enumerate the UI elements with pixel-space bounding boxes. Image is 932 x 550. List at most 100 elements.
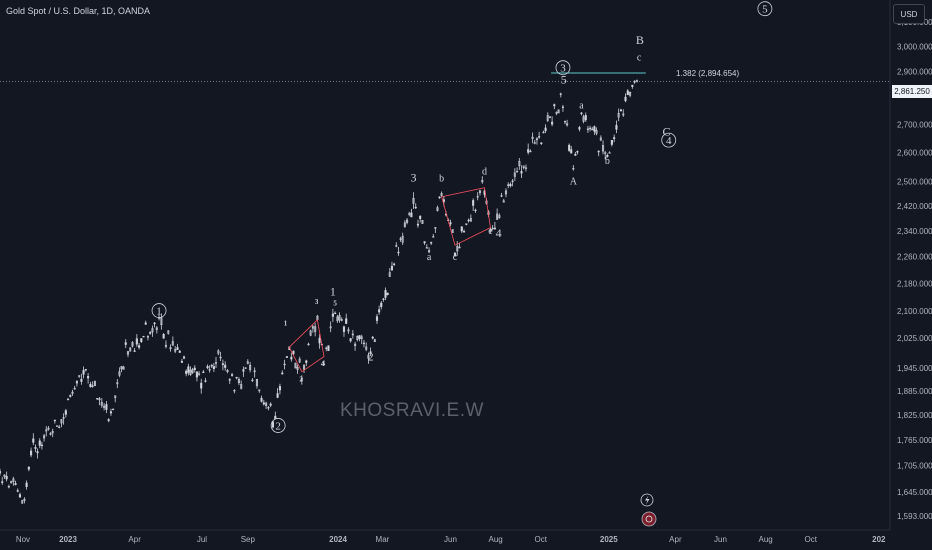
candle-body [67, 398, 70, 401]
candle-body [540, 142, 543, 144]
wave-label: a [579, 100, 584, 111]
candle-body [206, 366, 209, 369]
candle-body [129, 347, 132, 352]
wave-label-circle [757, 1, 773, 17]
candle-body [62, 417, 65, 419]
candle-body [151, 328, 154, 333]
candle-body [224, 364, 227, 368]
candle-body [23, 498, 26, 501]
candle-body [38, 440, 41, 446]
candle-body [511, 180, 514, 182]
candle-body [169, 347, 172, 350]
candle-body [481, 179, 484, 183]
candle-body [397, 251, 400, 254]
wave-label: A [570, 177, 578, 188]
candle-body [412, 197, 415, 204]
candle-body [214, 362, 218, 364]
candle-body [285, 356, 288, 358]
date-tick-label: Apr [669, 535, 682, 544]
candle-body [544, 127, 547, 132]
wave-label: e [488, 226, 493, 237]
candle-body [208, 369, 211, 371]
candle-body [631, 84, 634, 87]
currency-button[interactable]: USD [893, 4, 925, 24]
candle-body [595, 130, 598, 134]
candle-body [453, 252, 456, 257]
price-tick-label: 2,600.000 [897, 149, 932, 158]
price-tick-label: 2,700.000 [897, 121, 932, 130]
price-tick-label: 3,000.000 [897, 43, 932, 52]
price-tick-label: 2,260.000 [897, 253, 932, 262]
symbol-title[interactable]: Gold Spot / U.S. Dollar, 1D, OANDA [6, 6, 151, 16]
candle-body [380, 302, 383, 307]
wave-label: 3 [560, 63, 566, 75]
candle-body [298, 358, 301, 363]
candle-body [103, 405, 106, 408]
candle-body [327, 345, 330, 352]
wave-label: c [453, 252, 458, 263]
candle-body [624, 96, 627, 102]
candle-body [393, 263, 396, 265]
candle-body [538, 136, 541, 138]
candle-body [112, 408, 115, 411]
candle-body [606, 155, 609, 157]
candle-body [478, 190, 482, 193]
candle-body [613, 137, 616, 140]
candles-group [0, 79, 638, 504]
candle-body [336, 316, 339, 321]
candle-body [69, 395, 72, 397]
candle-body [576, 151, 579, 153]
candle-body [34, 447, 37, 449]
candle-body [27, 466, 30, 470]
candle-body [18, 494, 22, 498]
candle-body [559, 93, 562, 95]
candle-body [578, 127, 581, 130]
candle-body [591, 128, 594, 131]
candle-body [212, 366, 215, 370]
candle-body [47, 427, 50, 430]
candle-body [219, 356, 222, 359]
candle-body [354, 343, 357, 346]
candle-body [318, 337, 321, 344]
wave-label: 1 [284, 319, 288, 327]
candle-body [338, 315, 341, 321]
candle-body [476, 196, 479, 198]
candle-body [21, 500, 24, 504]
candle-body [502, 200, 505, 203]
watermark: KHOSRAVI.E.W [340, 400, 484, 421]
candle-body [55, 425, 59, 427]
candle-body [551, 121, 554, 125]
candle-body [49, 433, 52, 435]
candle-body [378, 309, 381, 313]
candle-body [180, 361, 183, 363]
wave-label: 1 [156, 306, 162, 318]
wave-label: 4 [496, 226, 502, 240]
wave-label: 4 [666, 135, 672, 147]
candle-body [322, 363, 326, 365]
price-tick-label: 1,825.000 [897, 411, 932, 420]
candle-body [458, 246, 461, 249]
candle-body [371, 336, 374, 339]
candle-body [334, 312, 337, 315]
candle-body [131, 342, 134, 347]
candle-body [64, 410, 67, 415]
candle-body [71, 391, 74, 394]
candle-body [171, 341, 174, 346]
candle-body [432, 236, 435, 238]
price-tick-label: 2,025.000 [897, 334, 932, 343]
candle-body [548, 116, 552, 118]
candle-body [0, 471, 2, 474]
candle-body [233, 389, 236, 392]
candle-body [267, 407, 270, 409]
candle-body [235, 376, 238, 379]
candle-body [617, 112, 620, 118]
candle-body [314, 326, 317, 332]
candle-body [237, 379, 240, 383]
wave-label: C [663, 125, 671, 139]
date-tick-label: Jun [444, 535, 457, 544]
candle-body [262, 402, 265, 405]
candle-body [472, 200, 475, 206]
candle-body [32, 438, 35, 443]
candle-body [51, 431, 54, 434]
